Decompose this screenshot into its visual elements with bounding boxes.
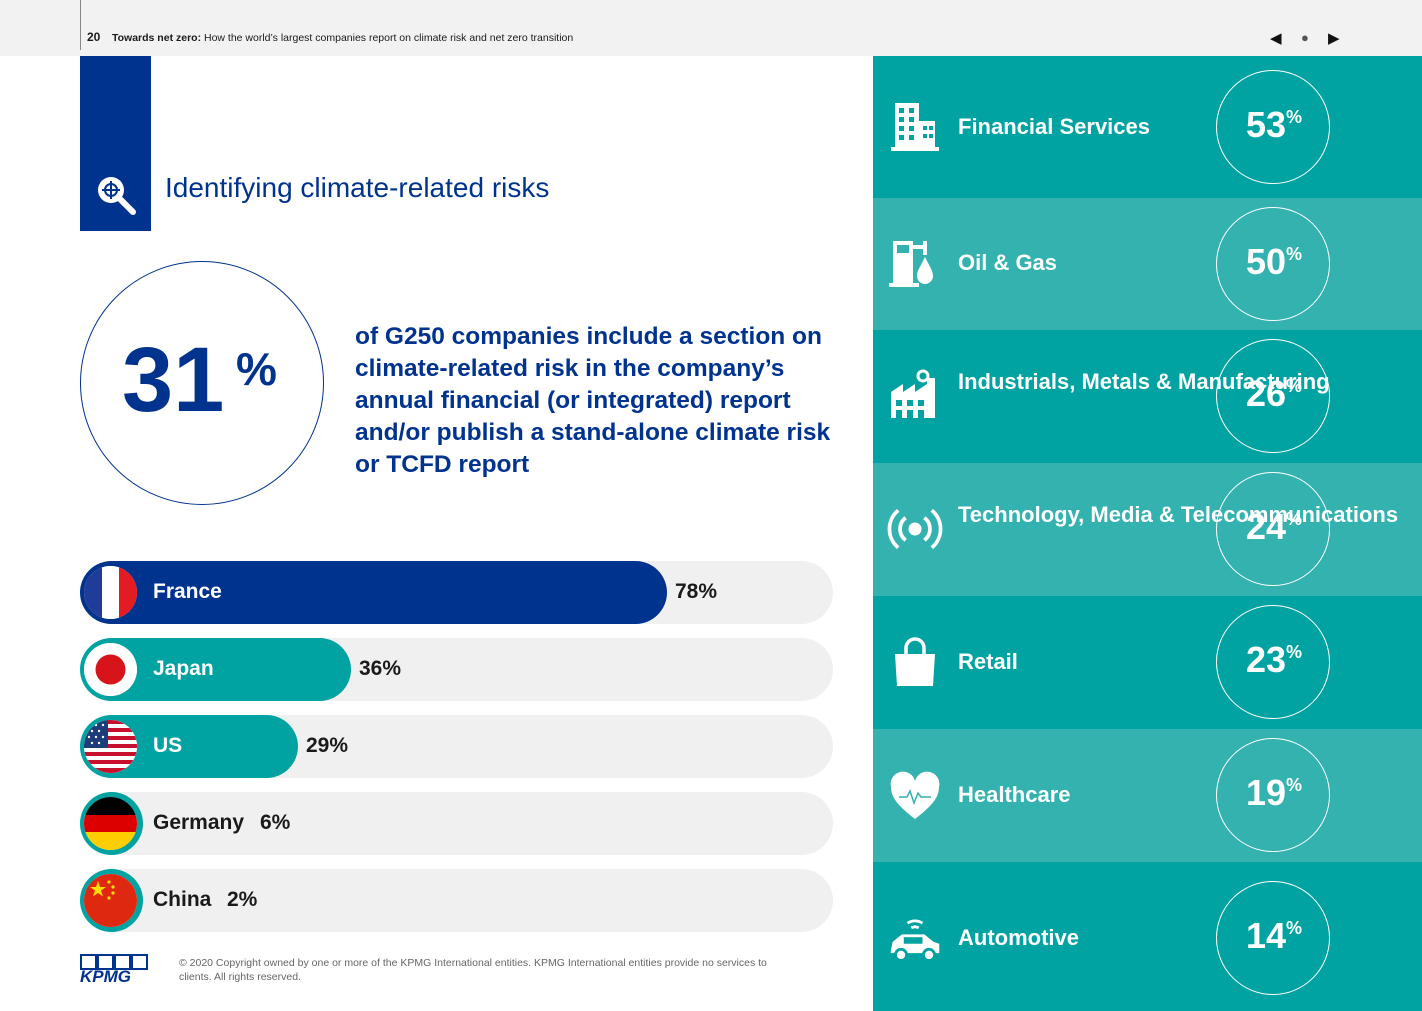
country-bar-japan: Japan 36%	[80, 638, 833, 701]
germany-flag	[84, 797, 137, 850]
sector-percent-sign: %	[1286, 376, 1303, 396]
country-name: Japan	[153, 657, 214, 680]
sector-percent-sign: %	[1286, 918, 1303, 938]
sector-percent-sign: %	[1286, 775, 1303, 795]
sector-percent-sign: %	[1286, 107, 1303, 127]
sector-percent-circle: 23%	[1216, 605, 1330, 719]
country-bar-france: France 78%	[80, 561, 833, 624]
country-value: 78%	[675, 580, 718, 603]
sector-name: Technology, Media & Telecommunications	[958, 502, 1399, 527]
report-title: Towards net zero: How the world’s larges…	[112, 32, 573, 44]
country-name: Germany	[153, 811, 245, 834]
country-bar-us: US 29%	[80, 715, 833, 778]
sector-percent: 53	[1245, 104, 1287, 145]
sector-name: Oil & Gas	[958, 250, 1058, 275]
sector-percent: 26	[1245, 373, 1287, 414]
magnifier-icon	[98, 177, 136, 215]
country-bar-germany: Germany 6%	[80, 792, 833, 855]
oil-drop-icon	[889, 241, 933, 287]
sector-percent-circle: 53%	[1216, 70, 1330, 184]
sector-percent-sign: %	[1286, 244, 1303, 264]
sector-row-tmt: Technology, Media & Telecommunications 2…	[873, 463, 1422, 596]
next-page-icon[interactable]: ▶	[1328, 30, 1340, 47]
sector-row-industrials: Industrials, Metals & Manufacturing 26%	[873, 330, 1422, 463]
headline-statement: of G250 companies include a section on c…	[355, 323, 831, 478]
header-divider	[80, 0, 81, 50]
headline-percent-sign: %	[236, 343, 277, 395]
building-icon	[891, 103, 939, 151]
country-value: 36%	[359, 657, 402, 680]
report-title-bold: Towards net zero:	[112, 32, 202, 44]
sector-row-financial-services: Financial Services 53%	[873, 56, 1422, 198]
section-marker	[80, 56, 151, 231]
sector-name: Healthcare	[958, 782, 1071, 807]
previous-page-icon[interactable]: ◀	[1270, 30, 1282, 47]
connected-car-icon	[890, 919, 940, 962]
country-name: France	[153, 580, 222, 603]
japan-flag	[84, 643, 137, 696]
page-number: 20	[87, 30, 101, 44]
factory-icon	[891, 369, 935, 418]
country-value: 29%	[306, 734, 349, 757]
sector-percent-circle: 14%	[1216, 881, 1330, 995]
sector-name: Retail	[958, 649, 1018, 674]
sector-percent-sign: %	[1286, 509, 1303, 529]
country-value: 6%	[260, 811, 291, 834]
sector-percent: 23	[1245, 639, 1287, 680]
heart-icon	[890, 771, 940, 819]
us-flag	[84, 720, 137, 773]
headline-circle	[80, 261, 324, 505]
broadcast-icon	[887, 508, 943, 550]
report-title-rest: How the world’s largest companies report…	[201, 32, 574, 44]
headline-number: 31	[122, 329, 225, 431]
country-name: US	[153, 734, 183, 757]
sector-percent-circle: 50%	[1216, 207, 1330, 321]
sector-name: Automotive	[958, 925, 1079, 950]
copyright-notice: © 2020 Copyright owned by one or more of…	[179, 957, 767, 983]
sector-percent: 19	[1245, 772, 1287, 813]
page-navigation: ◀ ● ▶	[1270, 29, 1344, 47]
country-bar-china: China 2%	[80, 869, 833, 932]
sector-percent-circle: 19%	[1216, 738, 1330, 852]
sector-percent: 50	[1245, 241, 1287, 282]
country-bar-fill	[80, 561, 667, 624]
sector-percent: 14	[1245, 915, 1287, 956]
section-title: Identifying climate-related risks	[165, 172, 550, 203]
svg-text:KPMG: KPMG	[80, 967, 131, 984]
sector-percent: 24	[1245, 506, 1287, 547]
sector-row-retail: Retail 23%	[873, 596, 1422, 729]
france-flag	[84, 566, 137, 619]
page-header: 20 Towards net zero: How the world’s lar…	[0, 0, 1422, 56]
china-flag	[84, 874, 137, 927]
country-name: China	[153, 888, 212, 911]
kpmg-logo: KPMG	[80, 954, 148, 984]
sector-percent-circle: 26%	[1216, 339, 1330, 453]
sector-row-healthcare: Healthcare 19%	[873, 729, 1422, 862]
shopping-bag-icon	[895, 637, 935, 686]
country-value: 2%	[227, 888, 258, 911]
sector-row-automotive: Automotive 14%	[873, 862, 1422, 1011]
sector-row-oil-gas: Oil & Gas 50%	[873, 198, 1422, 330]
sector-percent-sign: %	[1286, 642, 1303, 662]
home-icon[interactable]: ●	[1301, 30, 1309, 45]
sector-name: Financial Services	[958, 114, 1150, 139]
sector-percent-circle: 24%	[1216, 472, 1330, 586]
